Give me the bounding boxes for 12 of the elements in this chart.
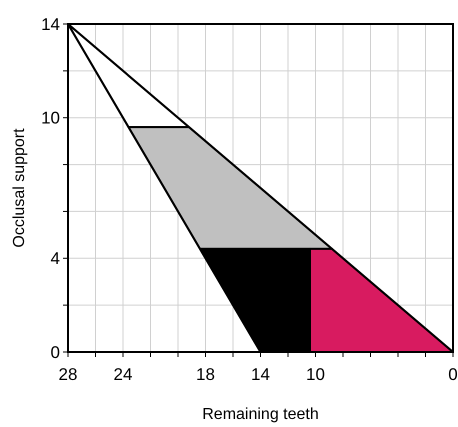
y-axis-title: Occlusal support — [11, 128, 28, 248]
y-tick-label: 4 — [50, 249, 60, 268]
x-tick-label: 28 — [58, 365, 78, 384]
y-tick-label: 14 — [41, 14, 60, 34]
x-tick-label: 14 — [251, 365, 270, 384]
x-axis-title: Remaining teeth — [202, 406, 319, 423]
x-tick-label: 10 — [306, 365, 325, 384]
x-tick-label: 0 — [448, 365, 458, 384]
x-tick-label: 18 — [196, 365, 215, 384]
x-tick-label: 24 — [114, 365, 132, 384]
y-tick-label: 10 — [41, 108, 60, 128]
y-tick-label: 0 — [50, 342, 60, 362]
